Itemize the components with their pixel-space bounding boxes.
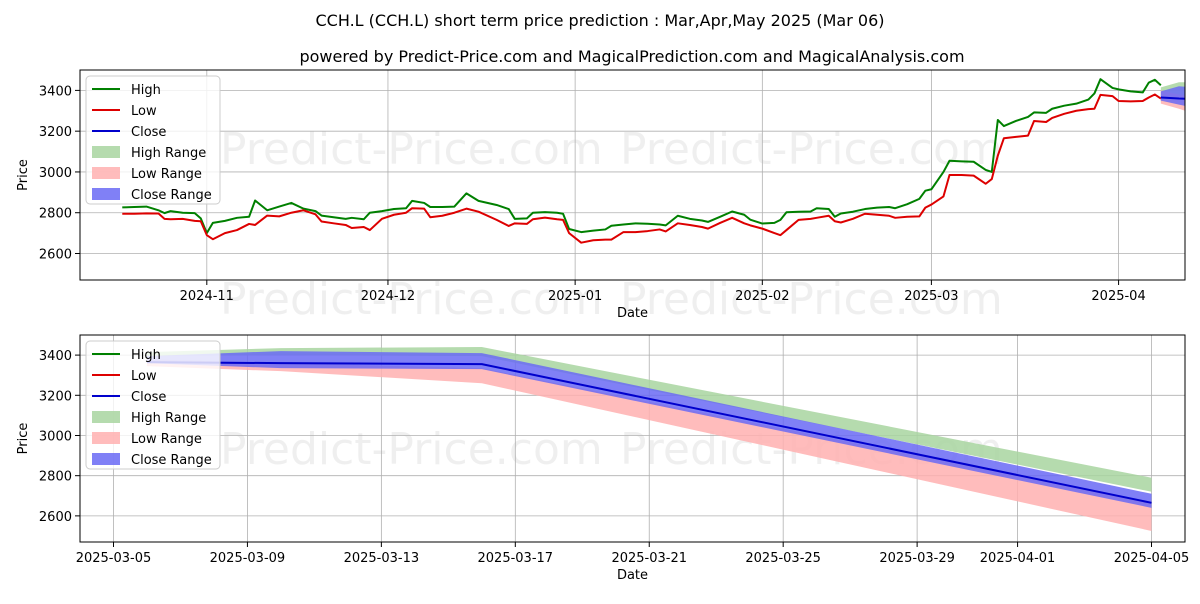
- axes-frame: [79, 69, 1186, 281]
- range-bands: [1160, 82, 1185, 111]
- y-tick-label: 3400: [39, 84, 72, 99]
- range-bands: [146, 347, 1152, 531]
- legend-swatch-close-range: [92, 188, 120, 200]
- x-tick-label: 2024-12: [361, 289, 415, 304]
- y-tick-label: 3200: [39, 125, 72, 140]
- range-band-low-range: [1160, 90, 1185, 111]
- x-tick-label: 2025-04: [1091, 289, 1145, 304]
- legend-label: High Range: [131, 146, 206, 161]
- x-axis: 2025-03-05 2025-03-09 2025-03-13 2025-03-17…: [76, 542, 1190, 566]
- legend-label: Low Range: [131, 432, 202, 447]
- y-tick-label: 3000: [39, 166, 72, 181]
- grid: [80, 70, 1185, 280]
- legend-swatch-high-range: [92, 146, 120, 158]
- panel-bottom: Predict-Price.comPredict-Price.com260028…: [16, 334, 1190, 583]
- x-tick-label: 2024-11: [180, 289, 234, 304]
- x-tick-label: 2025-03-05: [76, 551, 152, 566]
- x-tick-label: 2025-01: [548, 289, 602, 304]
- axes-frame: [79, 334, 1186, 543]
- x-axis-label: Date: [617, 568, 648, 583]
- x-tick-label: 2025-04-01: [980, 551, 1056, 566]
- legend-label: High Range: [131, 411, 206, 426]
- legend-label: Low: [131, 369, 157, 384]
- legend-label: Close: [131, 125, 166, 140]
- legend: High Low Close High Range Low Range Close Ran…: [85, 340, 221, 470]
- range-band-close-range: [1160, 86, 1185, 106]
- y-tick-label: 2600: [39, 510, 72, 525]
- y-tick-label: 2800: [39, 470, 72, 485]
- legend: High Low Close High Range Low Range Close Ran…: [85, 75, 221, 205]
- x-tick-label: 2025-03-29: [879, 551, 955, 566]
- watermark-group: Predict-Price.com Predict-Price.com Predic…: [220, 124, 1003, 325]
- legend-swatch-low-range: [92, 167, 120, 179]
- legend-label: Close Range: [131, 453, 212, 468]
- y-tick-label: 2800: [39, 207, 72, 222]
- series-line-low: [122, 93, 1162, 244]
- chart-title: CCH.L (CCH.L) short term price predictio…: [316, 11, 885, 30]
- legend-swatch-low-range: [92, 432, 120, 444]
- legend-label: High: [131, 348, 161, 363]
- y-tick-label: 3200: [39, 389, 72, 404]
- legend-swatch-close-range: [92, 453, 120, 465]
- watermark-text: Predict-Price.com: [620, 124, 1003, 175]
- y-tick-label: 2600: [39, 247, 72, 262]
- legend-label: Close: [131, 390, 166, 405]
- x-tick-label: 2025-02: [735, 289, 789, 304]
- watermark-text: Predict-Price.com: [620, 274, 1003, 325]
- x-tick-label: 2025-03: [904, 289, 958, 304]
- watermark-text: Predict-Price.com: [220, 424, 603, 475]
- y-axis: 2600 2800 3000 3200 3400: [39, 349, 80, 525]
- series-line-close: [1160, 96, 1185, 100]
- y-tick-label: 3000: [39, 429, 72, 444]
- y-axis-label: Price: [16, 159, 31, 191]
- panel-top: Predict-Price.com Predict-Price.com Predic…: [16, 69, 1186, 325]
- x-tick-label: 2025-04-05: [1114, 551, 1190, 566]
- x-tick-label: 2025-03-13: [344, 551, 420, 566]
- legend-label: Low Range: [131, 167, 202, 182]
- watermark-text: Predict-Price.com: [220, 124, 603, 175]
- legend-swatch-high-range: [92, 411, 120, 423]
- x-axis: 2024-11 2024-12 2025-01 2025-02 2025-03 2025-…: [180, 280, 1146, 304]
- y-axis: 2600 2800 3000 3200 3400: [39, 84, 80, 262]
- y-axis-label: Price: [16, 423, 31, 455]
- x-tick-label: 2025-03-21: [611, 551, 687, 566]
- watermark-text: Predict-Price.com: [220, 274, 603, 325]
- legend-label: Close Range: [131, 188, 212, 203]
- series-line-high: [122, 78, 1162, 235]
- x-axis-label: Date: [617, 306, 648, 321]
- series-lines: [122, 78, 1185, 244]
- range-band-close-range: [146, 351, 1152, 508]
- x-tick-label: 2025-03-25: [745, 551, 821, 566]
- legend-label: High: [131, 83, 161, 98]
- y-tick-label: 3400: [39, 349, 72, 364]
- chart-subtitle: powered by Predict-Price.com and Magical…: [299, 47, 964, 66]
- x-tick-label: 2025-03-17: [478, 551, 554, 566]
- legend-label: Low: [131, 104, 157, 119]
- x-tick-label: 2025-03-09: [210, 551, 286, 566]
